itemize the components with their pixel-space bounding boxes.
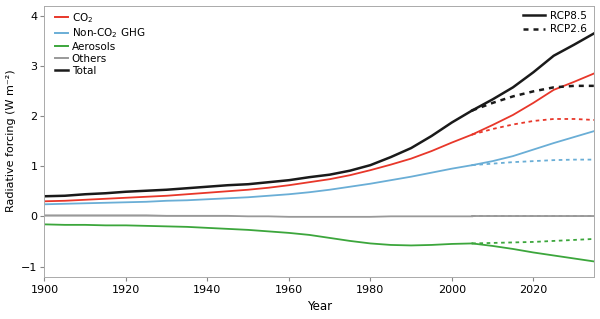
Y-axis label: Radiative forcing (W m⁻²): Radiative forcing (W m⁻²)	[5, 70, 16, 212]
X-axis label: Year: Year	[307, 300, 332, 314]
Legend: RCP8.5, RCP2.6: RCP8.5, RCP2.6	[523, 11, 586, 34]
